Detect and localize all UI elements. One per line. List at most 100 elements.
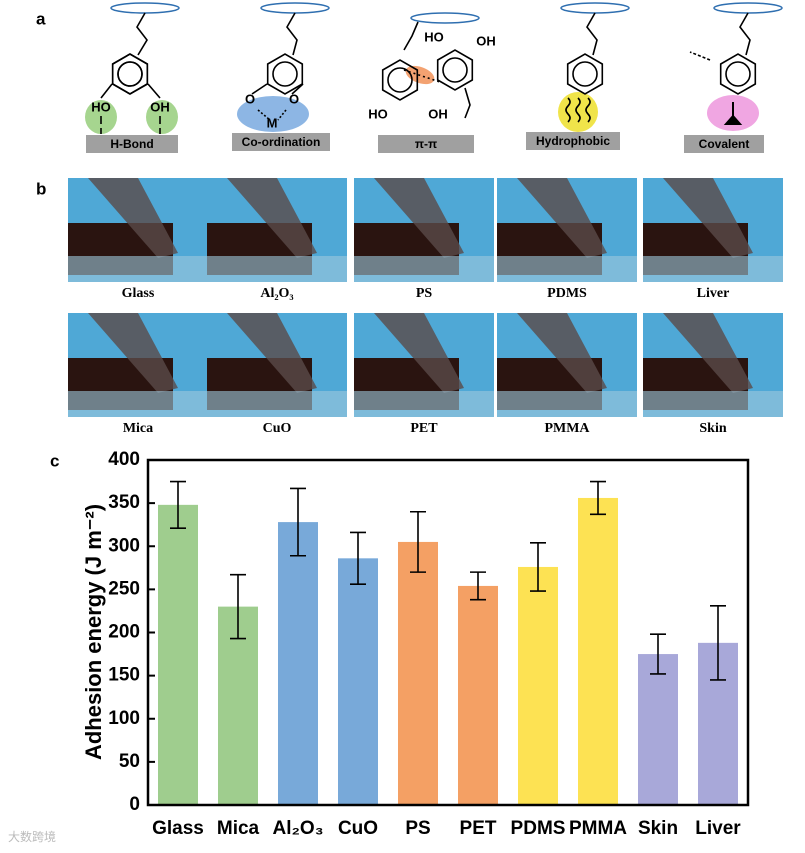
x-tick-label: Glass	[152, 818, 204, 839]
y-tick-label: 300	[108, 535, 140, 556]
watermark: 大数跨境	[8, 829, 56, 844]
photo-strip	[663, 178, 753, 258]
photo-substrate	[354, 391, 494, 417]
aromatic	[117, 61, 143, 87]
photo-strip	[88, 178, 178, 258]
bond	[251, 83, 304, 95]
motif-label: H-Bond	[110, 137, 153, 151]
error-bar	[170, 480, 186, 529]
photo-substrate	[207, 391, 347, 417]
photos: Glass Al₂O₃ PS PDMS Liver Mica CuO PET PMMA Skin	[68, 178, 783, 436]
benzene-ring	[381, 59, 419, 101]
error-bar	[650, 633, 666, 675]
surface-ring	[260, 2, 330, 14]
y-tick-label: 250	[108, 578, 140, 599]
photo-strip	[88, 313, 178, 393]
benzene-ring	[266, 53, 304, 95]
structures	[100, 2, 783, 134]
x-tick-label: Mica	[217, 818, 260, 839]
chain	[136, 12, 148, 56]
error-bar	[710, 604, 726, 681]
atom: HO	[91, 99, 111, 114]
photo-strip	[517, 313, 607, 393]
error-bar	[410, 510, 426, 573]
y-tick-label: 50	[119, 751, 140, 772]
photo-label: PET	[410, 421, 438, 436]
atom: OH	[428, 106, 448, 121]
y-tick-label: 150	[108, 665, 140, 686]
bar	[398, 541, 438, 805]
photo-substrate	[354, 256, 494, 282]
y-tick-label: 200	[108, 622, 140, 643]
aromatic	[572, 61, 598, 87]
chain	[739, 12, 751, 56]
photo-strip	[517, 178, 607, 258]
bond	[100, 83, 161, 99]
atom: OH	[476, 33, 496, 48]
photo-strip	[374, 178, 464, 258]
photo-label: Skin	[699, 421, 726, 436]
photo-substrate	[643, 391, 783, 417]
bar	[458, 585, 498, 805]
chart: 0 50 100 150 200 250 300 350 400 Glass Mica Al₂O₃ Cu…	[108, 449, 750, 839]
bar	[218, 606, 258, 805]
bar	[338, 558, 378, 805]
chain	[586, 12, 598, 56]
label-bars	[86, 132, 764, 153]
photo-strip	[663, 313, 753, 393]
photo-substrate	[207, 256, 347, 282]
plot-frame	[146, 458, 750, 807]
photo-substrate	[643, 256, 783, 282]
atom: OH	[150, 99, 170, 114]
benzene-ring	[566, 53, 604, 95]
error-bar	[230, 573, 246, 640]
y-tick-label: 350	[108, 492, 140, 513]
atom: O	[245, 91, 255, 106]
photo-label: Glass	[122, 286, 155, 301]
y-axis-label: Adhesion energy (J m⁻²)	[81, 504, 106, 760]
chain	[464, 87, 471, 119]
bar	[638, 654, 678, 805]
y-tick-label: 0	[129, 794, 140, 815]
x-tick-label: Skin	[638, 818, 678, 839]
photo-label: PDMS	[547, 286, 587, 301]
aromatic	[442, 57, 468, 83]
atom: HO	[424, 29, 444, 44]
motif-label: Co-ordination	[242, 135, 321, 149]
photo-label: Mica	[123, 421, 153, 436]
atom: O	[289, 91, 299, 106]
bar	[518, 566, 558, 805]
motif-label: Covalent	[699, 137, 750, 151]
error-bar	[290, 487, 306, 557]
benzene-ring	[719, 53, 757, 95]
photo-substrate	[68, 391, 208, 417]
atom: HO	[368, 106, 388, 121]
benzene-ring	[436, 49, 474, 91]
photo-substrate	[497, 256, 637, 282]
motif-label: π-π	[415, 137, 437, 151]
photo-strip	[227, 313, 317, 393]
panel-label: c	[50, 451, 59, 470]
bar	[278, 522, 318, 805]
photo-strip	[227, 178, 317, 258]
x-tick-label: Liver	[695, 818, 741, 839]
bar	[578, 497, 618, 805]
aromatic	[387, 67, 413, 93]
y-tick-label: 100	[108, 708, 140, 729]
x-tick-label: PET	[460, 818, 497, 839]
photo-substrate	[68, 256, 208, 282]
aromatic	[725, 61, 751, 87]
error-bar	[350, 531, 366, 585]
bar	[158, 504, 198, 805]
aromatic	[272, 61, 298, 87]
photo-label: CuO	[263, 421, 292, 436]
photo-substrate	[497, 391, 637, 417]
benzene-ring	[111, 53, 149, 95]
surface-ring	[410, 12, 480, 24]
x-tick-label: CuO	[338, 818, 378, 839]
surface-ring	[560, 2, 630, 14]
panel-label: b	[36, 179, 46, 198]
error-bar	[530, 542, 546, 592]
chain	[403, 21, 419, 51]
